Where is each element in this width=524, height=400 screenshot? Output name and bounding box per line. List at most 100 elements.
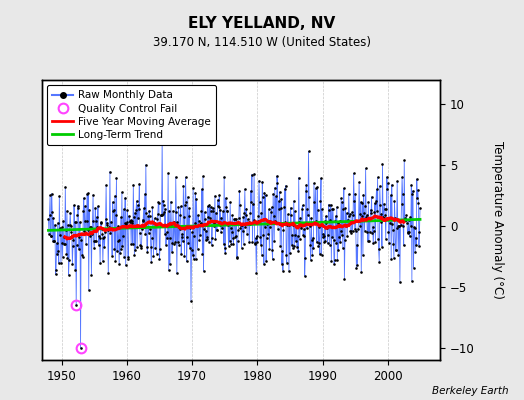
Point [185,205,193,212]
Point [89,192,97,198]
Point [94,203,102,210]
Point [339,244,347,251]
Point [248,171,256,178]
Point [380,200,388,207]
Point [364,198,373,205]
Point [196,220,205,226]
Point [233,254,242,260]
Point [79,254,87,260]
Point [291,232,300,238]
Point [158,210,167,217]
Point [316,251,324,258]
Point [249,217,258,223]
Point [192,196,201,202]
Point [278,248,287,254]
Point [61,184,70,190]
Point [212,227,221,233]
Point [215,192,223,198]
Point [217,214,226,221]
Point [335,218,344,224]
Point [369,228,378,234]
Point [374,235,383,242]
Point [99,235,107,242]
Point [113,248,121,254]
Point [173,219,182,226]
Point [352,265,361,272]
Point [45,230,53,237]
Point [355,179,363,186]
Point [54,260,63,266]
Point [241,186,249,192]
Point [415,242,423,249]
Point [63,255,72,261]
Point [166,234,174,241]
Point [48,209,57,216]
Point [144,229,152,236]
Point [289,244,297,251]
Point [67,229,75,236]
Point [59,218,67,224]
Point [325,242,334,248]
Point [347,228,356,235]
Point [292,222,301,229]
Point [175,242,183,248]
Point [51,221,59,228]
Point [203,236,212,242]
Point [194,218,203,224]
Point [50,238,59,244]
Point [181,202,189,208]
Point [284,221,292,227]
Point [385,240,393,246]
Point [145,208,154,214]
Point [204,203,212,209]
Point [74,202,82,209]
Point [151,220,160,227]
Point [82,241,90,247]
Point [392,225,401,231]
Point [403,230,412,236]
Point [202,237,210,243]
Point [235,187,244,194]
Point [295,219,303,225]
Point [151,244,159,251]
Point [143,249,151,255]
Point [49,238,57,244]
Point [204,214,213,220]
Point [342,210,351,216]
Point [271,218,279,224]
Point [164,170,172,176]
Point [176,212,184,218]
Point [356,199,365,205]
Point [181,174,190,180]
Point [170,218,178,225]
Point [139,205,148,212]
Point [73,212,81,218]
Point [314,224,323,230]
Point [176,226,184,232]
Point [239,240,248,247]
Point [267,204,276,210]
Point [387,256,396,262]
Point [49,214,58,221]
Point [57,239,66,246]
Point [64,222,72,228]
Point [117,214,125,220]
Point [132,247,140,254]
Point [85,224,94,230]
Point [323,224,331,231]
Point [259,194,267,200]
Point [276,243,285,249]
Point [262,258,270,264]
Point [121,195,129,201]
Point [125,213,133,219]
Point [75,233,84,240]
Point [224,242,233,249]
Point [44,216,52,222]
Point [83,190,91,197]
Point [400,157,408,164]
Point [185,244,194,251]
Point [314,243,322,250]
Point [303,206,312,212]
Point [322,213,330,219]
Point [319,234,327,240]
